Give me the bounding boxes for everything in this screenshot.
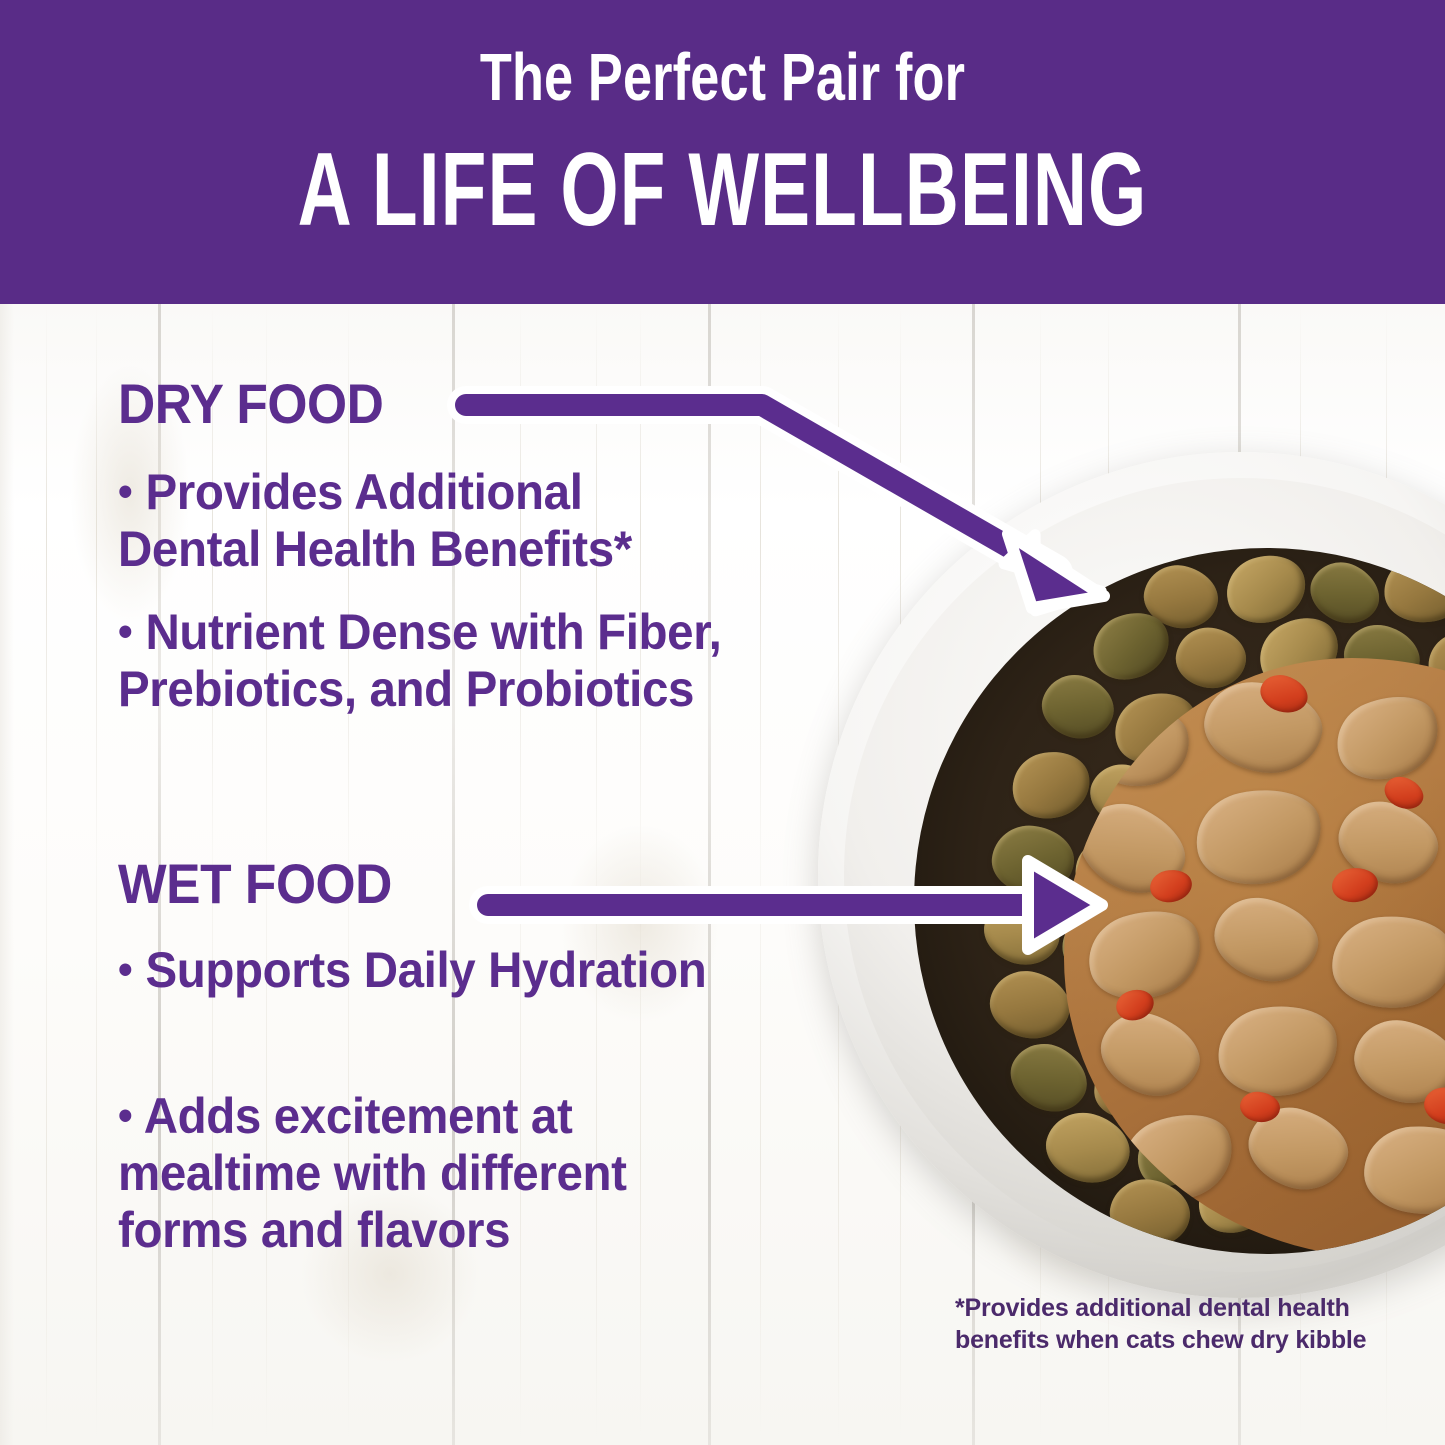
bullet-wet-2: • Adds excitement at mealtime with diffe… bbox=[118, 1088, 726, 1259]
bullet-dry-2: • Nutrient Dense with Fiber, Prebiotics,… bbox=[118, 604, 726, 718]
bullet-dry-2-text: Nutrient Dense with Fiber, Prebiotics, a… bbox=[118, 604, 722, 717]
bullet-dot-icon: • bbox=[118, 1090, 133, 1140]
bullet-wet-2-text: Adds excitement at mealtime with differe… bbox=[118, 1088, 627, 1258]
bullet-dry-1-text: Provides Additional Dental Health Benefi… bbox=[118, 464, 632, 577]
section-heading-wet-food: WET FOOD bbox=[118, 852, 392, 915]
bullet-wet-1-text: Supports Daily Hydration bbox=[145, 942, 707, 998]
bullet-wet-1: • Supports Daily Hydration bbox=[118, 942, 726, 999]
bullet-dry-1: • Provides Additional Dental Health Bene… bbox=[118, 464, 726, 578]
food-bowl-image bbox=[818, 452, 1445, 1302]
benefits-copy: DRY FOOD • Provides Additional Dental He… bbox=[0, 304, 830, 1445]
bowl-interior bbox=[914, 548, 1445, 1254]
footnote-text: *Provides additional dental health benef… bbox=[955, 1294, 1367, 1354]
section-heading-dry-food: DRY FOOD bbox=[118, 372, 384, 435]
bowl-outer-rim bbox=[818, 452, 1445, 1298]
bullet-dot-icon: • bbox=[118, 944, 133, 994]
header-subtitle: The Perfect Pair for bbox=[479, 40, 966, 115]
wet-food-region bbox=[1064, 658, 1445, 1254]
page-title: A LIFE OF WELLBEING bbox=[297, 132, 1148, 248]
bullet-dot-icon: • bbox=[118, 466, 133, 516]
bowl-inner-rim bbox=[844, 478, 1445, 1272]
header-band: The Perfect Pair for A LIFE OF WELLBEING bbox=[0, 0, 1445, 304]
bullet-dot-icon: • bbox=[118, 606, 133, 656]
